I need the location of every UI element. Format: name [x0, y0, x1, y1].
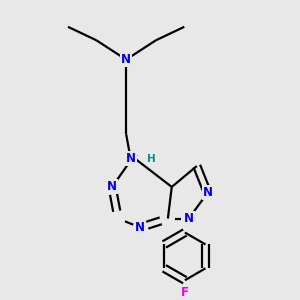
- Text: N: N: [202, 186, 212, 200]
- Text: H: H: [147, 154, 156, 164]
- Text: N: N: [121, 53, 131, 66]
- Text: N: N: [135, 221, 145, 234]
- Text: N: N: [126, 152, 136, 165]
- Text: F: F: [181, 286, 189, 299]
- Text: N: N: [184, 212, 194, 225]
- Text: N: N: [107, 180, 117, 194]
